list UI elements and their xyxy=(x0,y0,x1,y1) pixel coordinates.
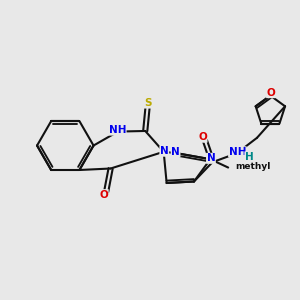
Text: H: H xyxy=(245,152,254,162)
Text: S: S xyxy=(145,98,152,108)
Text: N: N xyxy=(207,153,215,163)
Text: N: N xyxy=(171,147,180,157)
Text: NH: NH xyxy=(109,125,126,135)
Text: O: O xyxy=(267,88,275,98)
Text: O: O xyxy=(198,132,207,142)
Text: O: O xyxy=(99,190,108,200)
Text: NH: NH xyxy=(229,147,246,157)
Text: methyl: methyl xyxy=(236,162,271,171)
Text: N: N xyxy=(160,146,169,156)
